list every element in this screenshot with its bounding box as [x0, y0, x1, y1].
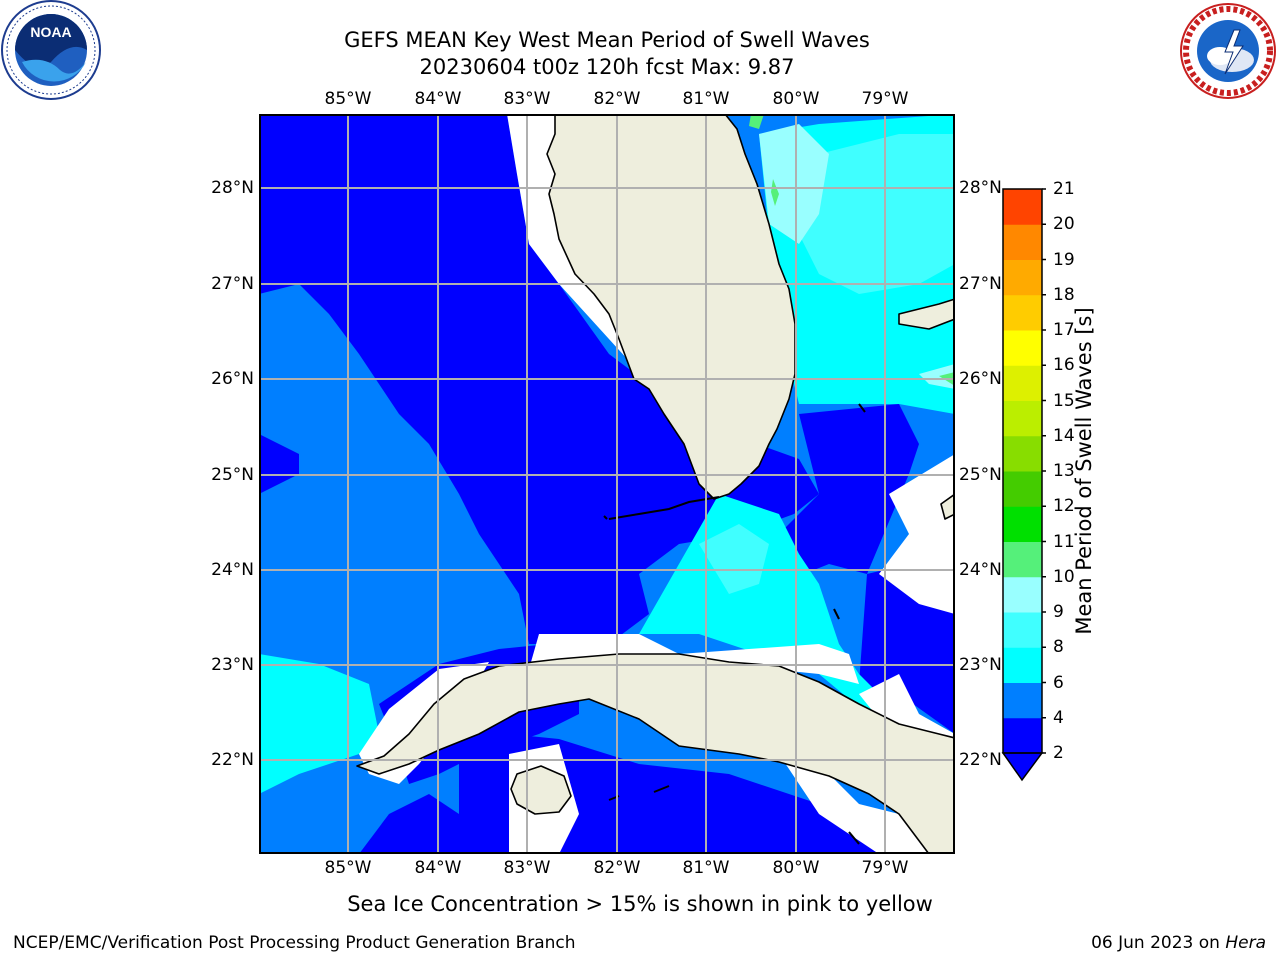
host-name: Hera [1225, 933, 1266, 953]
lat-label-right: 26°N [959, 369, 1002, 389]
colorbar-band [1003, 330, 1042, 366]
lat-label-right: 25°N [959, 465, 1002, 485]
colorbar-tick-label: 11 [1053, 531, 1075, 552]
lat-label-left: 24°N [211, 560, 254, 580]
lon-label-bottom: 83°W [503, 858, 551, 878]
colorbar-tick-label: 8 [1053, 637, 1064, 658]
lon-label-top: 83°W [503, 89, 551, 109]
colorbar-band [1003, 435, 1042, 472]
colorbar-band [1003, 294, 1042, 331]
lat-label-right: 28°N [959, 178, 1002, 198]
sea-ice-note: Sea Ice Concentration > 15% is shown in … [347, 892, 933, 916]
colorbar-tick-label: 17 [1053, 320, 1075, 340]
date-value: 06 Jun 2023 on [1091, 933, 1226, 953]
nws-logo [1180, 3, 1276, 99]
colorbar-tick-label: 12 [1053, 496, 1075, 517]
date-text: 06 Jun 2023 on Hera [1091, 933, 1266, 953]
lat-label-right: 23°N [959, 655, 1002, 675]
lon-label-top: 84°W [414, 89, 462, 109]
swell-period-9-10 [759, 124, 954, 389]
colorbar-tick-label: 20 [1053, 214, 1075, 235]
lat-label-left: 28°N [211, 178, 254, 198]
chart-subtitle: 20230604 t00z 120h fcst Max: 9.87 [419, 55, 795, 79]
colorbar-tick-label: 18 [1053, 284, 1075, 305]
lat-label-left: 27°N [211, 274, 254, 294]
colorbar-tick-label: 13 [1053, 461, 1075, 481]
colorbar-band [1003, 647, 1042, 683]
colorbar-band [1003, 506, 1042, 542]
colorbar-tick-label: 2 [1053, 743, 1064, 763]
graticule [259, 114, 954, 853]
chart-title: GEFS MEAN Key West Mean Period of Swell … [344, 28, 870, 52]
lat-label-left: 26°N [211, 369, 254, 389]
lat-label-right: 22°N [959, 750, 1002, 770]
svg-text:NOAA: NOAA [30, 24, 71, 40]
colorbar-band [1003, 224, 1042, 260]
lon-label-bottom: 85°W [324, 858, 372, 878]
bahamas-island-2 [940, 493, 954, 520]
lat-label-left: 25°N [211, 465, 254, 485]
colorbar-extend-arrow [1001, 752, 1044, 782]
lon-label-bottom: 81°W [682, 858, 730, 878]
colorbar-band [1003, 400, 1042, 437]
noaa-logo: NOAA [1, 0, 101, 100]
colorbar-tick-label: 19 [1053, 249, 1075, 270]
colorbar-tick-label: 21 [1053, 179, 1075, 199]
map-frame [259, 114, 955, 854]
colorbar-band [1003, 576, 1042, 613]
lon-label-top: 82°W [593, 89, 641, 109]
lon-label-top: 85°W [324, 89, 372, 109]
colorbar-band [1003, 189, 1042, 225]
colorbar-tick-label: 15 [1053, 390, 1075, 411]
lon-label-bottom: 80°W [772, 858, 820, 878]
cuba-island [356, 653, 954, 853]
colorbar-band [1003, 612, 1042, 648]
lon-label-top: 79°W [861, 89, 909, 109]
colorbar-tick-label: 4 [1053, 707, 1064, 728]
map-panel [259, 114, 955, 854]
lon-label-bottom: 84°W [414, 858, 462, 878]
lat-label-right: 27°N [959, 274, 1002, 294]
lat-label-right: 24°N [959, 560, 1002, 580]
colorbar [1001, 188, 1046, 782]
colorbar-band [1003, 682, 1042, 719]
colorbar-band [1003, 365, 1042, 401]
colorbar-band [1003, 259, 1042, 296]
lat-label-left: 23°N [211, 655, 254, 675]
colorbar-tick-label: 16 [1053, 355, 1075, 376]
lon-label-bottom: 79°W [861, 858, 909, 878]
lon-label-top: 81°W [682, 89, 730, 109]
colorbar-tick-label: 6 [1053, 672, 1064, 693]
florida-peninsula [546, 114, 796, 500]
colorbar-label: Mean Period of Swell Waves [s] [1072, 307, 1096, 635]
colorbar-band [1003, 471, 1042, 507]
bahamas-island [898, 298, 954, 330]
swell-period-8-9 [699, 134, 954, 594]
colorbar-tick-label: 9 [1053, 602, 1064, 622]
colorbar-band [1003, 717, 1042, 754]
lat-label-left: 22°N [211, 750, 254, 770]
credit-text: NCEP/EMC/Verification Post Processing Pr… [13, 933, 576, 953]
lon-label-top: 80°W [772, 89, 820, 109]
lon-label-bottom: 82°W [593, 858, 641, 878]
colorbar-tick-label: 10 [1053, 566, 1075, 587]
colorbar-band [1003, 541, 1042, 578]
colorbar-tick-label: 14 [1053, 425, 1075, 446]
